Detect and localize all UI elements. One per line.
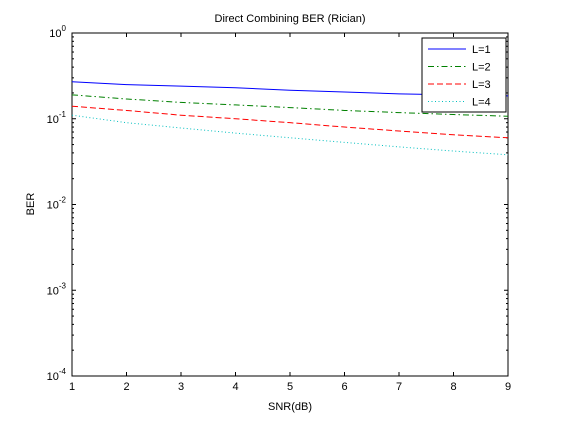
x-tick-label: 5 — [287, 381, 293, 393]
legend-label: L=2 — [472, 62, 491, 74]
x-tick-label: 2 — [123, 381, 129, 393]
x-tick-label: 3 — [178, 381, 184, 393]
x-tick-label: 4 — [232, 381, 238, 393]
y-tick-exponent: -3 — [59, 281, 67, 290]
legend: L=1 L=2 L=3 L=4 — [421, 37, 507, 113]
legend-label: L=3 — [472, 79, 491, 91]
x-tick-label: 8 — [450, 381, 456, 393]
y-tick-base: 10 — [47, 371, 59, 383]
y-tick-label: 10-1 — [47, 110, 67, 126]
series-line-l-2 — [71, 94, 509, 117]
x-tick-label: 6 — [341, 381, 347, 393]
legend-label: L=4 — [472, 97, 491, 109]
y-tick-exponent: 0 — [62, 24, 67, 33]
x-tick-label: 1 — [69, 381, 75, 393]
y-tick-base: 10 — [49, 28, 61, 40]
y-tick-exponent: -1 — [59, 110, 67, 119]
y-tick-label: 10-4 — [47, 367, 67, 383]
y-tick-base: 10 — [47, 200, 59, 212]
x-tick-label: 7 — [396, 381, 402, 393]
y-tick-base: 10 — [47, 114, 59, 126]
y-tick-label: 10-2 — [47, 196, 67, 212]
x-tick-label: 9 — [505, 381, 511, 393]
y-tick-exponent: -2 — [59, 196, 67, 205]
y-tick-base: 10 — [47, 285, 59, 297]
y-axis-label: BER — [25, 193, 37, 216]
legend-label: L=1 — [472, 44, 491, 56]
y-tick-exponent: -4 — [59, 367, 67, 376]
y-tick-label: 100 — [49, 24, 66, 40]
legend-box — [421, 37, 507, 113]
y-tick-label: 10-3 — [47, 281, 67, 297]
x-axis-label: SNR(dB) — [268, 401, 312, 413]
series-line-l-3 — [71, 105, 509, 139]
chart-title: Direct Combining BER (Rician) — [215, 13, 366, 25]
